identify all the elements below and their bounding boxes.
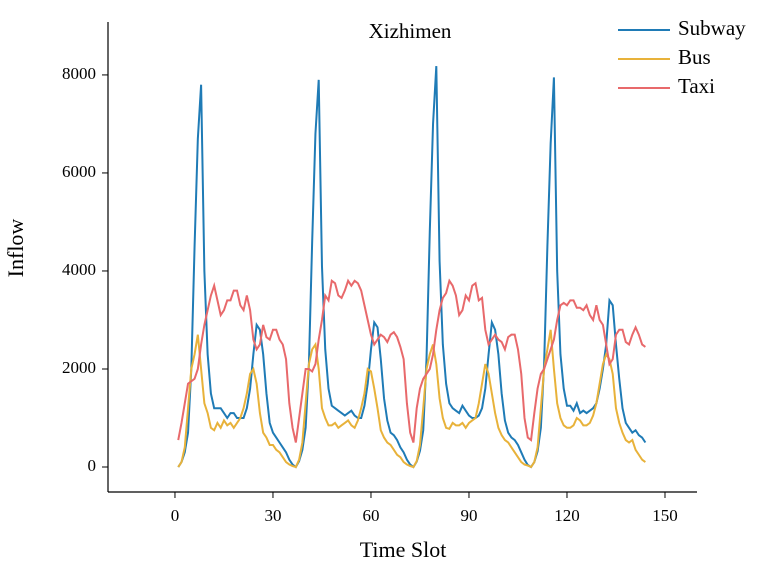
y-tick-label: 0	[88, 456, 97, 475]
x-tick-label: 90	[460, 506, 477, 525]
x-tick-label: 0	[171, 506, 180, 525]
legend-label: Taxi	[678, 74, 715, 98]
x-tick-label: 150	[652, 506, 678, 525]
line-series	[177, 329, 646, 469]
x-tick-label: 30	[264, 506, 281, 525]
x-axis-label: Time Slot	[360, 537, 447, 562]
y-tick-label: 2000	[62, 358, 96, 377]
legend-label: Bus	[678, 45, 711, 69]
x-tick-label: 120	[554, 506, 580, 525]
y-tick-label: 8000	[62, 64, 96, 83]
y-tick-label: 4000	[62, 260, 96, 279]
y-tick-label: 6000	[62, 162, 96, 181]
line-series	[177, 278, 646, 443]
line-series	[177, 66, 647, 469]
legend-label: Subway	[678, 16, 746, 40]
chart-title: Xizhimen	[369, 19, 452, 43]
y-axis-label: Inflow	[3, 219, 28, 278]
x-tick-label: 60	[362, 506, 379, 525]
